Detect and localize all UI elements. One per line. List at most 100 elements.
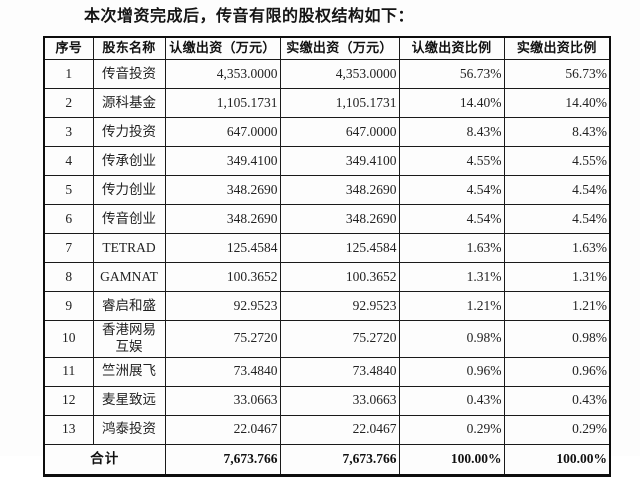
paid-amount: 348.2690 [279,204,400,234]
row-no: 6 [43,204,94,234]
shareholder-name: 传力投资 [92,117,166,147]
paid-amount: 73.4840 [279,356,400,387]
column-header-paid: 实缴出资（万元） [279,36,400,60]
subscribed-amount: 22.0467 [164,414,281,445]
table-header-row: 序号 股东名称 认缴出资（万元） 实缴出资（万元） 认缴出资比例 实缴出资比例 [43,36,611,60]
subscribed-ratio: 1.21% [398,291,505,321]
shareholder-name: 香港网易互娱 [92,320,166,358]
subscribed-ratio: 14.40% [398,88,505,118]
subscribed-ratio: 4.55% [398,146,505,176]
table-row: 1 传音投资 4,353.0000 4,353.0000 56.73% 56.73% [43,59,611,89]
paid-amount: 1,105.1731 [279,88,400,118]
row-no: 13 [43,414,94,445]
row-no: 9 [43,291,94,321]
subscribed-amount: 92.9523 [164,291,281,321]
subscribed-amount: 125.4584 [164,233,281,263]
paid-ratio: 1.63% [503,233,611,263]
column-header-paid-ratio: 实缴出资比例 [503,36,611,60]
row-no: 1 [43,59,94,89]
column-header-shareholder-name: 股东名称 [92,36,166,60]
paid-ratio: 4.54% [503,175,611,205]
column-header-subscribed-ratio: 认缴出资比例 [398,36,505,60]
table-row: 7 TETRAD 125.4584 125.4584 1.63% 1.63% [43,233,611,263]
paid-ratio: 0.98% [503,320,611,358]
subscribed-amount: 4,353.0000 [164,59,281,89]
paid-amount: 75.2720 [279,320,400,358]
table-row: 8 GAMNAT 100.3652 100.3652 1.31% 1.31% [43,262,611,292]
total-row: 合计 7,673.766 7,673.766 100.00% 100.00% [43,443,611,476]
table-row: 3 传力投资 647.0000 647.0000 8.43% 8.43% [43,117,611,147]
subscribed-amount: 349.4100 [164,146,281,176]
subscribed-ratio: 4.54% [398,204,505,234]
table-row: 5 传力创业 348.2690 348.2690 4.54% 4.54% [43,175,611,205]
paid-amount: 348.2690 [279,175,400,205]
shareholder-name: 传音创业 [92,204,166,234]
subscribed-amount: 73.4840 [164,356,281,387]
shareholder-name: 传承创业 [92,146,166,176]
total-paid-ratio: 100.00% [503,443,611,476]
subscribed-ratio: 0.98% [398,320,505,358]
paid-amount: 349.4100 [279,146,400,176]
table-row: 11 竺洲展飞 73.4840 73.4840 0.96% 0.96% [43,356,611,387]
subscribed-amount: 647.0000 [164,117,281,147]
total-paid-amount: 7,673.766 [279,443,400,476]
shareholder-name: 传音投资 [92,59,166,89]
row-no: 4 [43,146,94,176]
row-no: 12 [43,385,94,416]
subscribed-amount: 100.3652 [164,262,281,292]
paid-ratio: 4.54% [503,204,611,234]
paid-amount: 33.0663 [279,385,400,416]
shareholder-name: 睿启和盛 [92,291,166,321]
paid-ratio: 1.21% [503,291,611,321]
shareholder-name: TETRAD [92,233,166,263]
shareholder-name: GAMNAT [92,262,166,292]
paid-ratio: 8.43% [503,117,611,147]
paid-ratio: 0.43% [503,385,611,416]
paid-ratio: 0.96% [503,356,611,387]
paid-ratio: 56.73% [503,59,611,89]
table-row: 9 睿启和盛 92.9523 92.9523 1.21% 1.21% [43,291,611,321]
subscribed-amount: 33.0663 [164,385,281,416]
column-header-subscribed: 认缴出资（万元） [164,36,281,60]
shareholder-name: 传力创业 [92,175,166,205]
subscribed-amount: 1,105.1731 [164,88,281,118]
table-body: 1 传音投资 4,353.0000 4,353.0000 56.73% 56.73% 2 源科… [43,59,611,445]
row-no: 8 [43,262,94,292]
total-subscribed-amount: 7,673.766 [164,443,281,476]
row-no: 7 [43,233,94,263]
subscribed-ratio: 1.63% [398,233,505,263]
paid-ratio: 0.29% [503,414,611,445]
subscribed-ratio: 1.31% [398,262,505,292]
paid-ratio: 1.31% [503,262,611,292]
subscribed-amount: 348.2690 [164,175,281,205]
column-header-no: 序号 [43,36,94,60]
total-label: 合计 [43,443,166,476]
shareholding-table: 序号 股东名称 认缴出资（万元） 实缴出资（万元） 认缴出资比例 实缴出资比例 … [43,36,611,477]
subscribed-ratio: 0.43% [398,385,505,416]
paid-amount: 647.0000 [279,117,400,147]
shareholder-name: 竺洲展飞 [92,356,166,387]
subscribed-ratio: 8.43% [398,117,505,147]
subscribed-amount: 75.2720 [164,320,281,358]
row-no: 10 [43,320,94,358]
subscribed-ratio: 4.54% [398,175,505,205]
paid-amount: 22.0467 [279,414,400,445]
table-row: 10 香港网易互娱 75.2720 75.2720 0.98% 0.98% [43,320,611,358]
table-row: 6 传音创业 348.2690 348.2690 4.54% 4.54% [43,204,611,234]
row-no: 5 [43,175,94,205]
subscribed-ratio: 0.96% [398,356,505,387]
paid-ratio: 4.55% [503,146,611,176]
paid-amount: 100.3652 [279,262,400,292]
paid-amount: 125.4584 [279,233,400,263]
table-row: 12 麦星致远 33.0663 33.0663 0.43% 0.43% [43,385,611,416]
subscribed-amount: 348.2690 [164,204,281,234]
total-subscribed-ratio: 100.00% [398,443,505,476]
paid-ratio: 14.40% [503,88,611,118]
document-title: 本次增资完成后，传音有限的股权结构如下： [84,8,415,25]
row-no: 11 [43,356,94,387]
subscribed-ratio: 0.29% [398,414,505,445]
shareholder-name: 源科基金 [92,88,166,118]
shareholder-name: 鸿泰投资 [92,414,166,445]
shareholder-name: 麦星致远 [92,385,166,416]
paid-amount: 4,353.0000 [279,59,400,89]
